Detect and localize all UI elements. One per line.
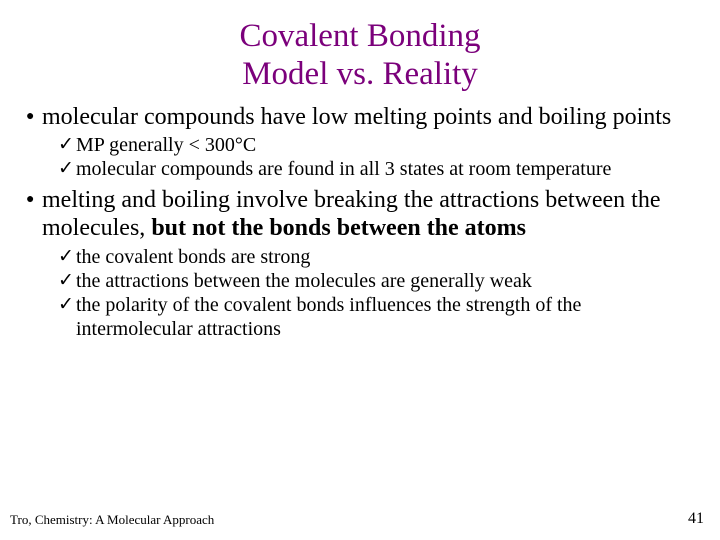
sub-list: ✓ the covalent bonds are strong ✓ the at… <box>20 245 700 341</box>
bullet-text: melting and boiling involve breaking the… <box>42 187 700 242</box>
sub-text: molecular compounds are found in all 3 s… <box>76 157 700 181</box>
slide: Covalent Bonding Model vs. Reality ● mol… <box>0 0 720 540</box>
sub-item: ✓ molecular compounds are found in all 3… <box>58 157 700 181</box>
sub-text: the covalent bonds are strong <box>76 245 700 269</box>
check-icon: ✓ <box>58 269 76 293</box>
check-icon: ✓ <box>58 133 76 157</box>
title-line-2: Model vs. Reality <box>242 56 478 92</box>
bullet-text: molecular compounds have low melting poi… <box>42 104 700 132</box>
sub-text: MP generally < 300°C <box>76 133 700 157</box>
slide-title: Covalent Bonding Model vs. Reality <box>20 18 700 94</box>
title-line-1: Covalent Bonding <box>239 18 480 54</box>
footer-citation: Tro, Chemistry: A Molecular Approach <box>10 512 214 528</box>
bullet-text-bold: but not the bonds between the atoms <box>151 215 526 241</box>
bullet-item: ● melting and boiling involve breaking t… <box>20 187 700 242</box>
sub-item: ✓ the covalent bonds are strong <box>58 245 700 269</box>
bullet-dot-icon: ● <box>20 104 42 124</box>
sub-item: ✓ the attractions between the molecules … <box>58 269 700 293</box>
page-number: 41 <box>688 510 704 528</box>
bullet-list: ● molecular compounds have low melting p… <box>20 104 700 132</box>
sub-text: the attractions between the molecules ar… <box>76 269 700 293</box>
bullet-dot-icon: ● <box>20 187 42 207</box>
check-icon: ✓ <box>58 293 76 317</box>
check-icon: ✓ <box>58 245 76 269</box>
sub-text: the polarity of the covalent bonds influ… <box>76 293 700 341</box>
sub-item: ✓ MP generally < 300°C <box>58 133 700 157</box>
bullet-list: ● melting and boiling involve breaking t… <box>20 187 700 242</box>
sub-item: ✓ the polarity of the covalent bonds inf… <box>58 293 700 341</box>
sub-list: ✓ MP generally < 300°C ✓ molecular compo… <box>20 133 700 181</box>
bullet-item: ● molecular compounds have low melting p… <box>20 104 700 132</box>
check-icon: ✓ <box>58 157 76 181</box>
